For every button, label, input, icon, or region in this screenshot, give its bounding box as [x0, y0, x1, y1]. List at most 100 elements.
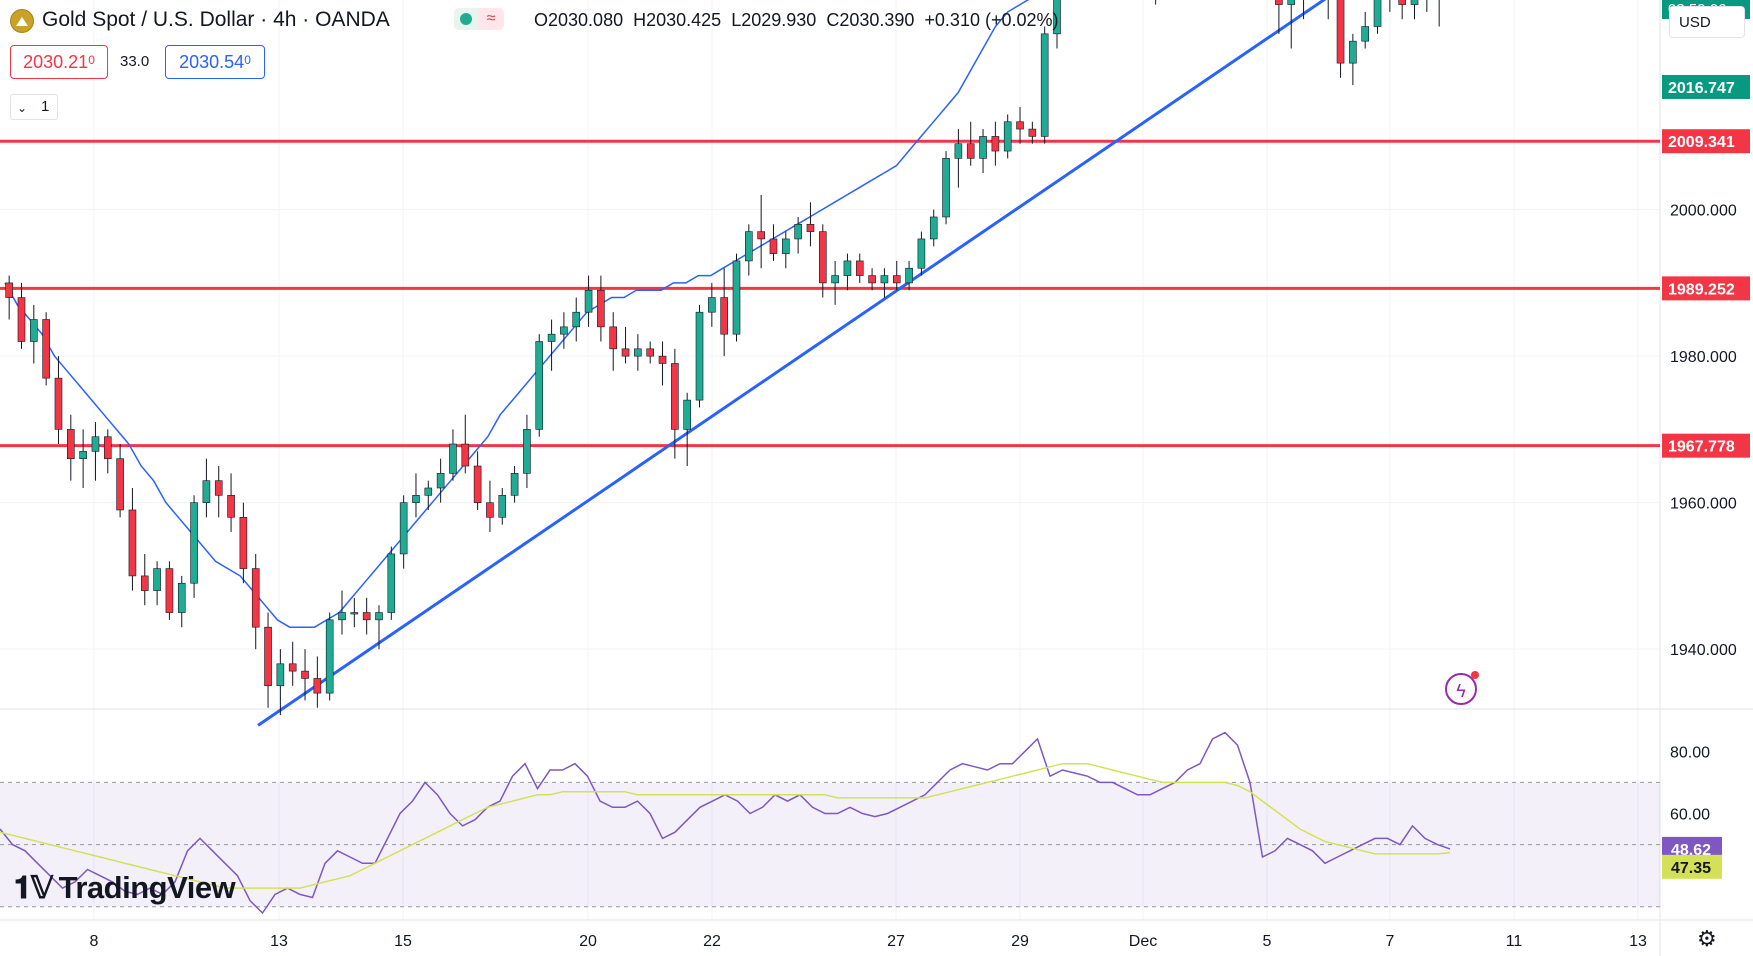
price-tick-label: 1940.000 — [1670, 642, 1737, 659]
moving-average-line — [4, 0, 1030, 628]
ohlc-open: 2030.080 — [548, 10, 624, 30]
bid-price: 2030.21 — [23, 52, 89, 72]
level-label-3: 2009.341 — [1668, 134, 1735, 151]
candle-body — [547, 333, 556, 342]
ohlc-low: 2029.930 — [741, 10, 817, 30]
time-tick-label: 5 — [1263, 933, 1272, 950]
lightning-alert-icon[interactable]: ϟ — [1445, 671, 1479, 705]
trendline — [257, 0, 1327, 727]
candle-body — [609, 326, 618, 350]
candle-body — [1040, 33, 1049, 137]
data-feed-icon[interactable]: ≈ — [478, 8, 504, 30]
candle-body — [806, 224, 815, 232]
rsi-value-label: 48.62 — [1671, 842, 1711, 859]
candle-body — [91, 436, 100, 452]
candle-body — [325, 619, 334, 694]
candle-body — [892, 275, 901, 284]
candle-body — [979, 136, 987, 159]
chevron-down-icon[interactable]: ⌄ — [17, 101, 28, 115]
candle-body — [387, 553, 396, 613]
time-tick-label: 15 — [394, 933, 412, 950]
ohlc-low-label: L — [731, 10, 742, 30]
candle-body — [276, 663, 285, 687]
candle-body — [177, 582, 186, 613]
quantity-value: 1 — [41, 98, 50, 115]
candle-body — [399, 502, 408, 555]
symbol-title[interactable]: Gold Spot / U.S. Dollar · 4h · OANDA — [42, 8, 390, 31]
time-tick-label: 7 — [1386, 933, 1395, 950]
market-open-indicator-icon[interactable] — [454, 8, 478, 30]
candle-body — [1028, 128, 1037, 137]
candle-body — [782, 238, 790, 254]
candle-body — [288, 663, 297, 672]
candle-body — [338, 612, 346, 621]
candle-body — [794, 224, 802, 240]
candle-body — [621, 348, 630, 357]
candle-body — [720, 297, 728, 335]
candle-body — [301, 670, 309, 679]
candle-body — [153, 568, 161, 591]
time-tick-label: Dec — [1129, 933, 1157, 950]
ohlc-legend: O2030.080 H2030.425 L2029.930 C2030.390 … — [534, 10, 1059, 31]
candle-body — [1361, 26, 1369, 42]
tradingview-mark-icon: 𝟏𝕍 — [14, 870, 53, 905]
candle-body — [1373, 0, 1382, 27]
extra-price-label-3-bg — [1662, 74, 1750, 99]
candle-body — [658, 355, 667, 364]
time-tick-label: 27 — [887, 933, 905, 950]
price-tick-label: 1980.000 — [1670, 349, 1737, 366]
candle-body — [1410, 0, 1419, 5]
ohlc-open-label: O — [534, 10, 549, 30]
candle-body — [708, 297, 716, 313]
candle-body — [79, 451, 87, 459]
candle-body — [818, 231, 827, 284]
settings-gear-icon[interactable]: ⚙ — [1697, 926, 1717, 951]
candle-body — [313, 678, 322, 694]
ask-price-sub: 0 — [244, 53, 251, 67]
candle-body — [695, 311, 704, 401]
candle-body — [535, 341, 544, 430]
rsi-ma-value-bg — [1662, 854, 1722, 879]
candle-body — [769, 238, 778, 254]
candle-body — [929, 216, 938, 240]
candle-body — [116, 458, 124, 511]
sell-button[interactable]: 2030.210 — [10, 45, 108, 79]
candle-body — [843, 260, 852, 276]
candle-body — [572, 311, 581, 328]
candle-body — [424, 487, 433, 496]
candle-body — [510, 473, 519, 496]
gold-symbol-icon — [10, 9, 34, 33]
candle-body — [202, 480, 211, 503]
candle-body — [264, 626, 272, 687]
time-tick-label: 13 — [270, 933, 288, 950]
candle-body — [1349, 40, 1357, 64]
candle-body — [486, 502, 494, 518]
candle-body — [412, 495, 420, 503]
buy-button[interactable]: 2030.540 — [165, 45, 265, 79]
time-tick-label: 13 — [1629, 933, 1647, 950]
candle-body — [449, 443, 457, 474]
candle-body — [831, 275, 839, 284]
ohlc-close-label: C — [826, 10, 840, 30]
candle-body — [966, 143, 975, 159]
level-label-5: 1967.778 — [1668, 439, 1735, 456]
candle-body — [880, 275, 889, 284]
candle-body — [646, 348, 654, 357]
rsi-tick-label: 80.00 — [1670, 744, 1710, 761]
ohlc-high-label: H — [633, 10, 647, 30]
price-tick-label: 2000.000 — [1670, 203, 1737, 220]
currency-selector[interactable]: USD — [1669, 6, 1745, 38]
candle-body — [375, 612, 383, 621]
candle-body — [1016, 121, 1024, 130]
candle-body — [1287, 0, 1296, 5]
quantity-stepper[interactable]: ⌄ 1 — [10, 94, 58, 120]
time-tick-label: 8 — [90, 933, 99, 950]
candle-body — [942, 158, 950, 218]
candle-body — [905, 267, 913, 284]
time-tick-label: 20 — [579, 933, 597, 950]
candle-body — [584, 289, 593, 313]
candle-body — [5, 282, 13, 298]
candle-body — [683, 399, 691, 430]
ask-price: 2030.54 — [179, 52, 245, 72]
